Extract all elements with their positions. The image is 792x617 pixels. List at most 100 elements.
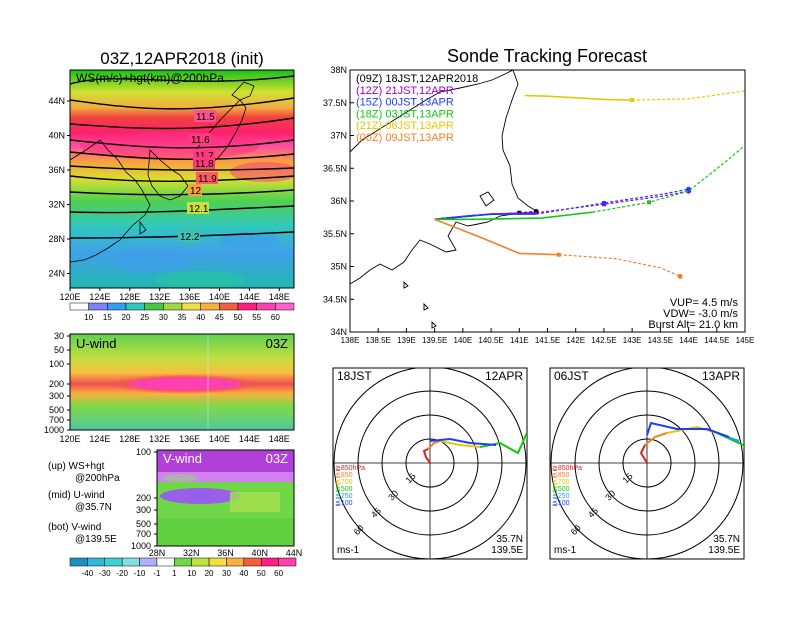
lon-tick-label: 136E — [179, 434, 200, 444]
init-title: 03Z,12APR2018 (init) — [100, 49, 263, 68]
lat-tick-label: 35.5N — [323, 229, 347, 239]
colorbar-swatch — [69, 557, 88, 567]
lat-tick-label: 36.5N — [323, 163, 347, 173]
colorbar-tick: 15 — [103, 313, 112, 322]
colorbar-swatch — [69, 302, 89, 311]
lon-tick-label: 139.5E — [422, 336, 447, 345]
colorbar-tick: -10 — [134, 569, 146, 578]
ws-colorbar: 10 15 20 25 30 35 40 45 50 55 60 — [69, 302, 295, 322]
lat-tick-label: 37N — [330, 131, 347, 141]
colorbar-swatch — [104, 557, 123, 567]
legend-entry: (00Z) 09JST,13APR — [356, 132, 454, 144]
lat-tick-label: 28N — [149, 548, 166, 558]
lon-tick-label: 140E — [209, 434, 230, 444]
colorbar-tick: 30 — [222, 569, 231, 578]
lon-tick-label: 138E — [341, 336, 360, 345]
lat-tick-label: 36N — [217, 548, 234, 558]
lat-tick-label: 40N — [48, 131, 65, 141]
pressure-tick: 700 — [49, 415, 64, 425]
lon-tick-label: 124E — [89, 434, 110, 444]
burst-marker — [556, 252, 561, 257]
svg-text:VDW= -3.0 m/s: VDW= -3.0 m/s — [663, 308, 738, 320]
colorbar-tick: 60 — [271, 313, 280, 322]
colorbar-swatch — [125, 302, 145, 311]
colorbar-tick: 40 — [196, 313, 205, 322]
hodo-trace — [716, 432, 744, 448]
lon-tick-label: 145E — [736, 336, 755, 345]
burst-marker — [647, 200, 652, 205]
v-wind-time: 03Z — [266, 451, 288, 466]
colorbar-tick: 50 — [234, 313, 243, 322]
tracking-legend: (09Z) 18JST,12APR2018(12Z) 21JST,12APR(1… — [356, 73, 478, 144]
colorbar-tick: 20 — [205, 569, 214, 578]
coastline — [349, 69, 514, 153]
u-wind-title: U-wind — [76, 336, 116, 351]
lat-tick-label: 36N — [48, 165, 65, 175]
lon-tick-label: 124E — [89, 292, 110, 302]
colorbar-tick: 20 — [122, 313, 131, 322]
pressure-tick: 30 — [54, 331, 64, 341]
v-wind-title: V-wind — [163, 451, 202, 466]
hodo-level-label: ≧850hPa — [552, 465, 582, 472]
hodo-ring-label: 60 — [569, 523, 583, 537]
hodo-level-label: ≧850hPa — [335, 465, 365, 472]
pressure-tick: 300 — [136, 505, 151, 515]
lon-tick-label: 140E — [209, 292, 230, 302]
hodo-trace — [422, 448, 431, 464]
lon-tick-label: 143E — [623, 336, 642, 345]
lat-tick-label: 36N — [330, 196, 347, 206]
colorbar-swatch — [219, 302, 239, 311]
lat-tick-label: 40N — [251, 548, 268, 558]
legend-entry: (18Z) 03JST,13APR — [356, 108, 454, 120]
colorbar-swatch — [243, 557, 262, 567]
colorbar-tick: -20 — [116, 569, 128, 578]
svg-text:Burst Alt= 21.0 km: Burst Alt= 21.0 km — [648, 319, 738, 331]
pressure-tick: 200 — [49, 379, 64, 389]
map-title: WS(m/s)+hgt(km)@200hPa — [76, 71, 224, 85]
lat-tick-label: 44N — [48, 96, 65, 106]
hodo-level-label: ≦500 — [335, 486, 353, 493]
hodo-unit: ms-1 — [554, 545, 577, 556]
contour-label: 12 — [190, 186, 202, 197]
contour-label: 12.2 — [180, 232, 200, 243]
colorbar-swatch — [163, 302, 183, 311]
track-line-dashed — [536, 190, 689, 214]
colorbar-swatch — [275, 302, 295, 311]
sonde-params: VUP= 4.5 m/s VDW= -3.0 m/s Burst Alt= 21… — [648, 297, 738, 331]
hodo-level-label: ≦850 — [552, 472, 570, 479]
colorbar-swatch — [121, 557, 140, 567]
colorbar-tick: 40 — [239, 569, 248, 578]
hodo-level-label: ≦500 — [552, 486, 570, 493]
pressure-tick: 700 — [136, 529, 151, 539]
colorbar-tick: 55 — [252, 313, 261, 322]
pressure-tick: 1000 — [44, 425, 64, 435]
hodo-level-label: ≦850 — [335, 472, 353, 479]
colorbar-swatch — [237, 302, 257, 311]
lat-tick-label: 34.5N — [323, 294, 347, 304]
colorbar-swatch — [156, 557, 175, 567]
colorbar-swatch — [88, 302, 108, 311]
lat-tick-label: 32N — [183, 548, 200, 558]
burst-marker — [630, 98, 635, 103]
lon-tick-label: 142E — [566, 336, 585, 345]
svg-text:(mid) U-wind: (mid) U-wind — [48, 490, 105, 501]
colorbar-swatch — [278, 557, 297, 567]
hodo-trace — [726, 436, 740, 442]
landing-marker — [677, 273, 683, 279]
colorbar-tick: 10 — [84, 313, 93, 322]
colorbar-swatch — [260, 557, 279, 567]
hodo-level-label: ≦100 — [552, 500, 570, 507]
tracking-title: Sonde Tracking Forecast — [447, 46, 647, 66]
colorbar-swatch — [139, 557, 158, 567]
panel-notes: (up) WS+hgt @200hPa (mid) U-wind @35.7N … — [48, 461, 120, 545]
lon-tick-label: 140E — [454, 336, 473, 345]
lon-tick-label: 144E — [239, 292, 260, 302]
colorbar-swatch — [181, 302, 201, 311]
ws-hgt-map: 11.5 11.6 11.7 11.8 11.9 12 12.1 12.2 — [70, 70, 294, 288]
legend-entry: (12Z) 21JST,12APR — [356, 85, 454, 97]
lon-tick-label: 120E — [59, 292, 80, 302]
lat-tick-label: 37.5N — [323, 98, 347, 108]
